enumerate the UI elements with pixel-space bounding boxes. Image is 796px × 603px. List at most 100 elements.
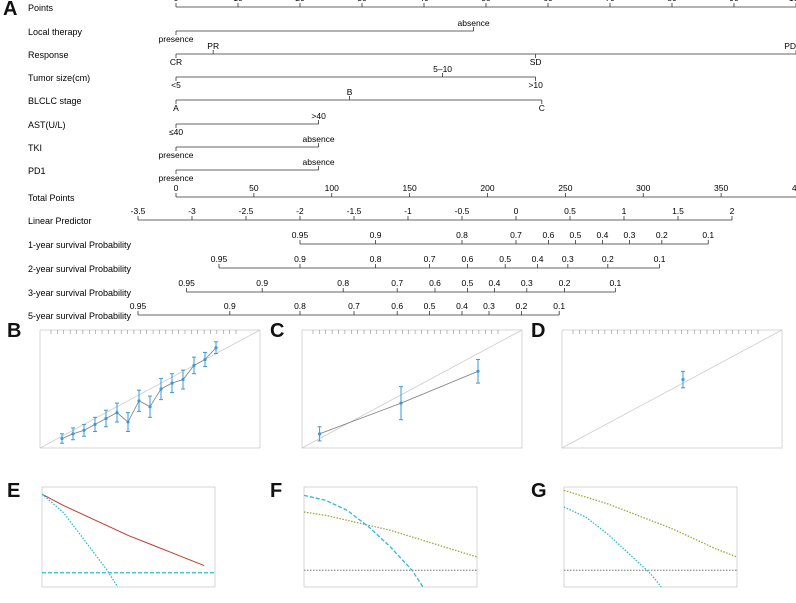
panel-label-e: E [7, 480, 21, 502]
data-point-b-2 [82, 428, 86, 432]
tick-label-points-7: 70 [605, 0, 615, 3]
tick-label-linear-predictor-1: -3 [188, 206, 196, 216]
level-label-response-3: SD [530, 57, 542, 67]
calibration-plot-c [301, 329, 523, 449]
row-label-pd1: PD1 [28, 166, 46, 176]
data-point-b-0 [60, 436, 64, 441]
data-point-b-11 [181, 377, 185, 382]
tick-label-1-year-survival-probability-5: 0.5 [569, 230, 581, 240]
tick-label-points-0: 0 [174, 0, 179, 3]
tick-label-points-8: 80 [667, 0, 677, 3]
tick-label-3-year-survival-probability-7: 0.3 [521, 278, 533, 288]
calibration-line-c [319, 370, 479, 435]
level-label-response-1: PD [784, 41, 796, 51]
data-point-b-4 [104, 416, 108, 421]
tick-label-1-year-survival-probability-1: 0.9 [370, 230, 382, 240]
tick-label-3-year-survival-probability-1: 0.9 [256, 278, 268, 288]
panel-label-f: F [270, 480, 283, 502]
tick-label-linear-predictor-2: -2.5 [239, 206, 254, 216]
panel-label-g: G [531, 480, 547, 502]
curve-e-1 [41, 493, 119, 588]
decision-curve-g [563, 486, 738, 588]
data-point-b-12 [192, 363, 196, 367]
tick-label-3-year-survival-probability-3: 0.7 [391, 278, 403, 288]
curve-g-0 [563, 489, 738, 558]
tick-label-5-year-survival-probability-4: 0.6 [391, 301, 403, 311]
data-point-b-10 [170, 381, 174, 385]
tick-label-total-points-2: 100 [325, 183, 339, 193]
level-label-tki-0: absence [303, 134, 335, 144]
row-label-total-points: Total Points [28, 193, 75, 203]
plot-c-frame [301, 329, 523, 449]
row-label-linear-predictor: Linear Predictor [28, 216, 92, 226]
plot-g-frame [563, 486, 738, 588]
tick-label-1-year-survival-probability-6: 0.4 [596, 230, 608, 240]
tick-label-2-year-survival-probability-0: 0.95 [211, 254, 228, 264]
level-label-response-2: CR [170, 57, 182, 67]
tick-label-points-6: 60 [543, 0, 553, 3]
tick-label-linear-predictor-5: -1 [404, 206, 412, 216]
tick-label-1-year-survival-probability-3: 0.7 [510, 230, 522, 240]
tick-label-total-points-4: 200 [480, 183, 494, 193]
plot-f-frame [303, 486, 478, 588]
plot-d-frame [561, 329, 783, 449]
data-point-b-7 [137, 399, 141, 403]
tick-label-3-year-survival-probability-0: 0.95 [178, 278, 195, 288]
level-label-ast-u-l-1: ≤40 [169, 127, 183, 137]
tick-label-2-year-survival-probability-8: 0.2 [602, 254, 614, 264]
level-label-tumor-size-cm-1: <5 [171, 80, 181, 90]
data-point-b-8 [148, 405, 152, 409]
decision-curve-e [41, 486, 216, 588]
row-label-points: Points [28, 3, 54, 13]
level-label-response-0: PR [207, 41, 219, 51]
tick-label-5-year-survival-probability-0: 0.95 [130, 301, 147, 311]
level-label-blclc-stage-0: B [347, 87, 353, 97]
panel-label-a: A [3, 0, 18, 20]
curve-f-1 [303, 494, 424, 588]
tick-label-points-9: 90 [729, 0, 739, 3]
row-label-3-year-survival-probability: 3-year survival Probability [28, 288, 132, 298]
tick-label-1-year-survival-probability-9: 0.1 [702, 230, 714, 240]
tick-label-3-year-survival-probability-8: 0.2 [559, 278, 571, 288]
tick-label-points-10: 100 [789, 0, 796, 3]
tick-label-2-year-survival-probability-6: 0.4 [532, 254, 544, 264]
tick-label-linear-predictor-9: 1 [622, 206, 627, 216]
plot-b-frame [39, 329, 261, 449]
level-label-pd1-0: absence [303, 157, 335, 167]
level-label-blclc-stage-2: C [539, 103, 545, 113]
tick-label-points-3: 30 [357, 0, 367, 3]
row-label-response: Response [28, 50, 69, 60]
level-label-blclc-stage-1: A [173, 103, 179, 113]
tick-label-2-year-survival-probability-2: 0.8 [370, 254, 382, 264]
tick-label-5-year-survival-probability-6: 0.4 [456, 301, 468, 311]
curve-f-0 [303, 511, 478, 558]
tick-label-total-points-8: 400 [792, 183, 796, 193]
tick-label-total-points-3: 150 [403, 183, 417, 193]
calibration-plot-d [561, 329, 783, 449]
tick-label-1-year-survival-probability-4: 0.6 [542, 230, 554, 240]
tick-label-total-points-1: 50 [249, 183, 259, 193]
tick-label-5-year-survival-probability-9: 0.1 [553, 301, 565, 311]
tick-label-3-year-survival-probability-9: 0.1 [609, 278, 621, 288]
tick-label-linear-predictor-6: -0.5 [455, 206, 470, 216]
row-label-blclc-stage: BLCLC stage [28, 96, 82, 106]
tick-label-linear-predictor-3: -2 [296, 206, 304, 216]
row-label-tumor-size-cm: Tumor size(cm) [28, 73, 90, 83]
tick-label-linear-predictor-0: -3.5 [131, 206, 146, 216]
tick-label-total-points-6: 300 [636, 183, 650, 193]
data-point-b-13 [203, 357, 207, 362]
level-label-tumor-size-cm-2: >10 [528, 80, 543, 90]
tick-label-5-year-survival-probability-3: 0.7 [348, 301, 360, 311]
tick-label-5-year-survival-probability-1: 0.9 [224, 301, 236, 311]
tick-label-2-year-survival-probability-7: 0.3 [562, 254, 574, 264]
tick-label-1-year-survival-probability-2: 0.8 [456, 230, 468, 240]
tick-label-points-4: 40 [419, 0, 429, 3]
data-point-c-1 [399, 401, 403, 405]
panel-label-c: C [270, 320, 285, 342]
data-point-c-2 [476, 369, 480, 373]
curve-e-0 [41, 493, 205, 567]
plot-e-frame [41, 486, 216, 588]
tick-label-1-year-survival-probability-8: 0.2 [656, 230, 668, 240]
ideal-line-d [561, 329, 783, 449]
nomogram-chart: Points0102030405060708090100Local therap… [28, 0, 796, 321]
